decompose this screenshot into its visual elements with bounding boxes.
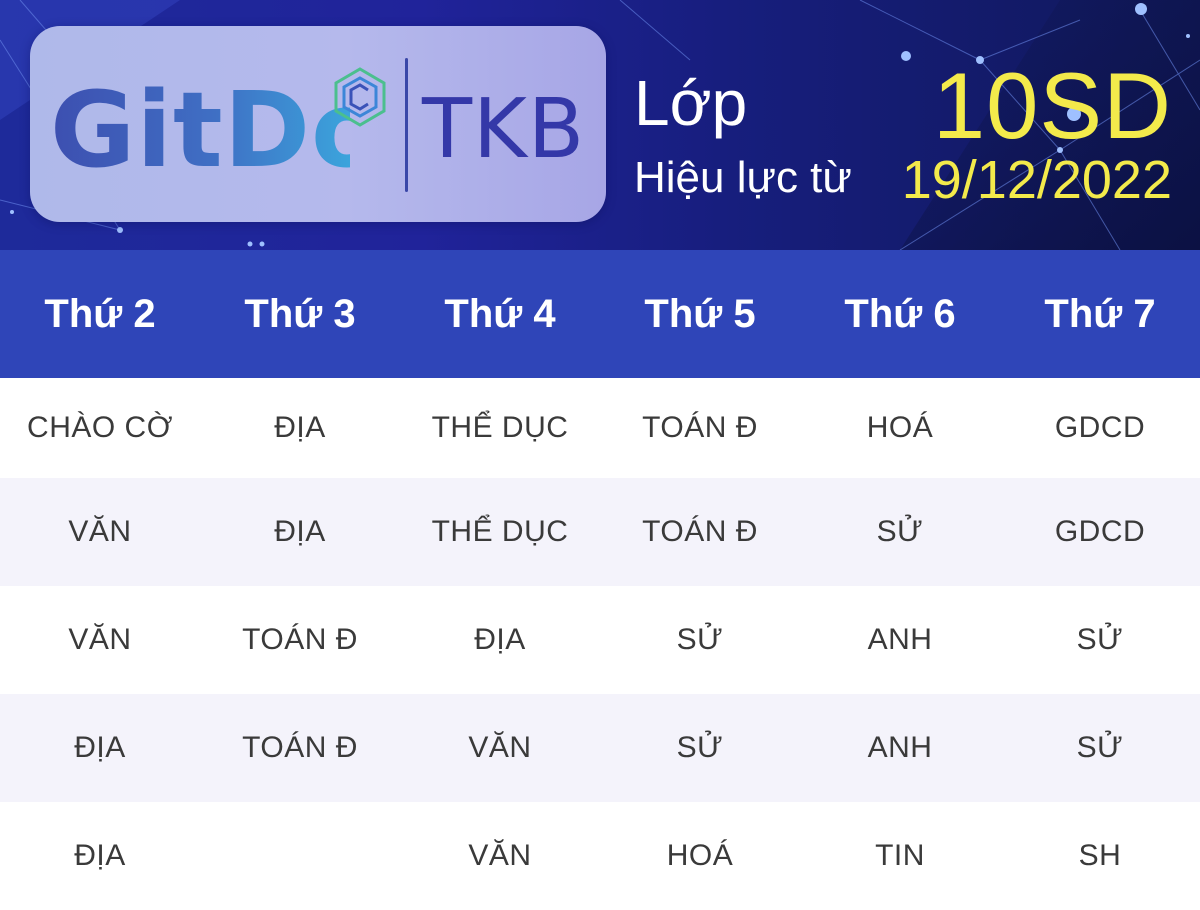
- subject-cell: CHÀO CỜ: [27, 411, 173, 444]
- table-row: CHÀO CỜ ĐỊA THỂ DỤC TOÁN Đ HOÁ GDCD: [0, 378, 1200, 478]
- gitdo-logo-mark-icon: [334, 67, 386, 127]
- day-header: Thứ 6: [844, 291, 956, 336]
- subject-cell: SỬ: [876, 515, 924, 548]
- subject-cell: ĐỊA: [74, 839, 126, 872]
- subject-cell: ĐỊA: [74, 731, 126, 764]
- subject-cell: SỬ: [1076, 623, 1124, 656]
- class-label: Lớp: [634, 67, 748, 139]
- subject-cell: TOÁN Đ: [242, 623, 358, 656]
- subject-cell: ĐỊA: [274, 515, 326, 548]
- subject-cell: THỂ DỤC: [431, 515, 569, 548]
- subject-cell: GDCD: [1054, 515, 1146, 548]
- subject-cell: THỂ DỤC: [431, 411, 569, 444]
- subject-cell: VĂN: [68, 623, 132, 656]
- subject-cell: VĂN: [68, 515, 132, 548]
- subject-cell: ANH: [867, 731, 933, 764]
- class-name: 10SD: [932, 53, 1172, 158]
- effective-label: Hiệu lực từ: [634, 153, 852, 202]
- day-header: Thứ 7: [1044, 291, 1156, 336]
- subject-cell: TOÁN Đ: [642, 515, 758, 548]
- logo-divider: [405, 58, 408, 192]
- subject-cell: ĐỊA: [474, 623, 526, 656]
- table-row: ĐỊA VĂN HOÁ TIN SH: [0, 802, 1200, 910]
- subject-cell: ĐỊA: [274, 411, 326, 444]
- header-banner: GitDo TKB Lớp Hiệu lực từ 10SD 19/12/202…: [0, 0, 1200, 250]
- subject-cell: VĂN: [468, 731, 532, 764]
- logo-suffix: TKB: [422, 82, 586, 177]
- effective-date: 19/12/2022: [901, 150, 1172, 210]
- subject-cell: HOÁ: [866, 411, 934, 444]
- subject-cell: TIN: [875, 839, 925, 872]
- subject-cell: ANH: [867, 623, 933, 656]
- day-header-row: Thứ 2 Thứ 3 Thứ 4 Thứ 5 Thứ 6 Thứ 7: [0, 250, 1200, 378]
- subject-cell: SH: [1078, 839, 1122, 872]
- day-header: Thứ 5: [644, 291, 756, 336]
- subject-cell: VĂN: [468, 839, 532, 872]
- subject-cell: TOÁN Đ: [242, 731, 358, 764]
- day-header: Thứ 4: [444, 291, 556, 336]
- subject-cell: SỬ: [676, 623, 724, 656]
- subject-cell: SỬ: [1076, 731, 1124, 764]
- table-row: VĂN TOÁN Đ ĐỊA SỬ ANH SỬ: [0, 586, 1200, 694]
- schedule-table: CHÀO CỜ ĐỊA THỂ DỤC TOÁN Đ HOÁ GDCD VĂN …: [0, 378, 1200, 910]
- day-header: Thứ 3: [244, 291, 356, 336]
- subject-cell: SỬ: [676, 731, 724, 764]
- table-row: ĐỊA TOÁN Đ VĂN SỬ ANH SỬ: [0, 694, 1200, 802]
- table-row: VĂN ĐỊA THỂ DỤC TOÁN Đ SỬ GDCD: [0, 478, 1200, 586]
- day-header: Thứ 2: [44, 291, 156, 336]
- subject-cell: TOÁN Đ: [642, 411, 758, 444]
- subject-cell: [200, 802, 400, 910]
- subject-cell: HOÁ: [666, 839, 734, 872]
- logo-text: GitDo: [50, 69, 384, 191]
- subject-cell: GDCD: [1054, 411, 1146, 444]
- logo-card: [30, 26, 606, 222]
